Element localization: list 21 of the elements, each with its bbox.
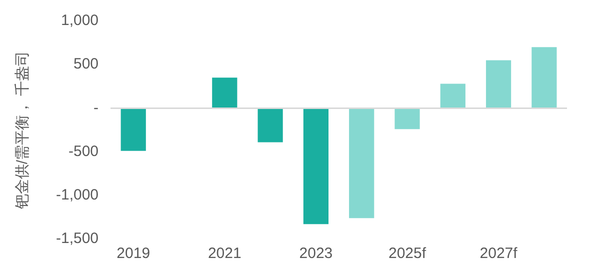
x-tick-label: 2021 — [208, 245, 242, 262]
bar — [120, 108, 146, 151]
x-tick-label: 2027f — [480, 245, 518, 262]
bar — [532, 47, 557, 108]
bar — [486, 60, 512, 108]
x-tick-label: 2023 — [299, 245, 333, 262]
bar — [258, 108, 283, 142]
x-tick-label: 2025f — [388, 245, 427, 262]
x-tick-label: 2019 — [116, 245, 150, 262]
bar — [303, 108, 328, 224]
bar — [349, 108, 374, 218]
y-axis-title: 钯金供/需平衡， 千盎司 — [14, 50, 32, 210]
bar — [440, 84, 466, 108]
bar — [394, 108, 420, 130]
y-tick-label: 1,000 — [60, 12, 99, 30]
bar — [212, 78, 238, 108]
y-tick-label: -500 — [68, 142, 99, 160]
y-tick-label: 500 — [74, 56, 99, 73]
y-tick-label: -1,500 — [56, 230, 99, 248]
y-tick-label: -1,000 — [56, 186, 99, 204]
y-tick-label: - — [94, 99, 99, 116]
